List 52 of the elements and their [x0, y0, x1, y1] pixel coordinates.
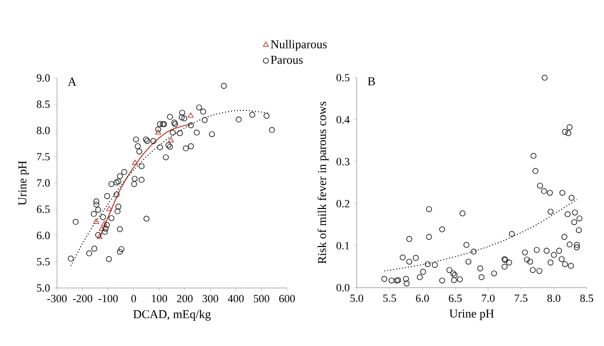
- x-tick-label: -100: [98, 294, 118, 302]
- y-tick-label: 5.5: [37, 258, 50, 266]
- y-tick-label: 8.5: [36, 100, 50, 108]
- legend-label: Parous: [270, 56, 303, 64]
- x-tick-label: 8.0: [547, 294, 560, 302]
- line-series: [99, 123, 192, 239]
- y-tick-label: 0.3: [336, 158, 350, 166]
- y-tick-label: 0.0: [336, 284, 350, 292]
- y-tick-label: 6.5: [36, 206, 50, 213]
- y-tick-label: 0.5: [336, 74, 350, 82]
- y-tick-label: 0.2: [336, 200, 350, 208]
- line-series: [384, 199, 578, 272]
- x-tick-label: 7.0: [482, 294, 495, 302]
- x-axis-title: DCAD, mEq/kg: [133, 310, 211, 321]
- y-tick-label: 6.0: [36, 232, 50, 240]
- point: [93, 218, 100, 224]
- legend-label: Nulliparous: [270, 40, 327, 51]
- y-tick-label: 5.0: [37, 284, 50, 292]
- x-tick-label: 7.5: [514, 294, 528, 302]
- y-tick-label: 9.0: [36, 74, 50, 82]
- point: [132, 160, 138, 165]
- x-tick-label: 6.5: [448, 294, 462, 302]
- x-tick-label: 200: [177, 294, 193, 302]
- y-tick-label: 8.0: [36, 126, 50, 134]
- y-tick-label: 0.1: [336, 242, 350, 250]
- x-tick-label: 0: [131, 294, 136, 302]
- x-tick-label: -200: [72, 294, 92, 302]
- x-tick-label: 100: [152, 294, 168, 302]
- chart-title: B: [368, 77, 375, 86]
- x-tick-label: 400: [228, 294, 244, 302]
- y-tick-label: 0.4: [336, 116, 350, 124]
- y-tick-label: 7.0: [37, 179, 50, 187]
- point: [98, 226, 105, 232]
- x-tick-label: 5.0: [350, 294, 364, 302]
- x-tick-label: 600: [279, 294, 295, 302]
- x-tick-label: 6.0: [416, 294, 429, 302]
- point: [106, 206, 112, 212]
- line-series: [70, 110, 268, 266]
- x-tick-label: 500: [254, 294, 270, 302]
- point: [155, 129, 162, 134]
- x-tick-label: 5.5: [383, 294, 396, 302]
- chart-title: A: [68, 78, 76, 86]
- x-tick-label: 8.5: [580, 294, 594, 302]
- x-tick-label: 300: [202, 294, 218, 302]
- y-tick-label: 7.5: [37, 153, 50, 160]
- x-tick-label: -300: [47, 294, 67, 302]
- x-axis-title: Urine pH: [449, 310, 494, 320]
- y-axis-title: Urine pH: [18, 160, 29, 206]
- point: [101, 220, 108, 226]
- point: [188, 112, 194, 118]
- point: [168, 137, 174, 142]
- y-axis-title: Risk of milk fever in parous cows: [318, 102, 329, 264]
